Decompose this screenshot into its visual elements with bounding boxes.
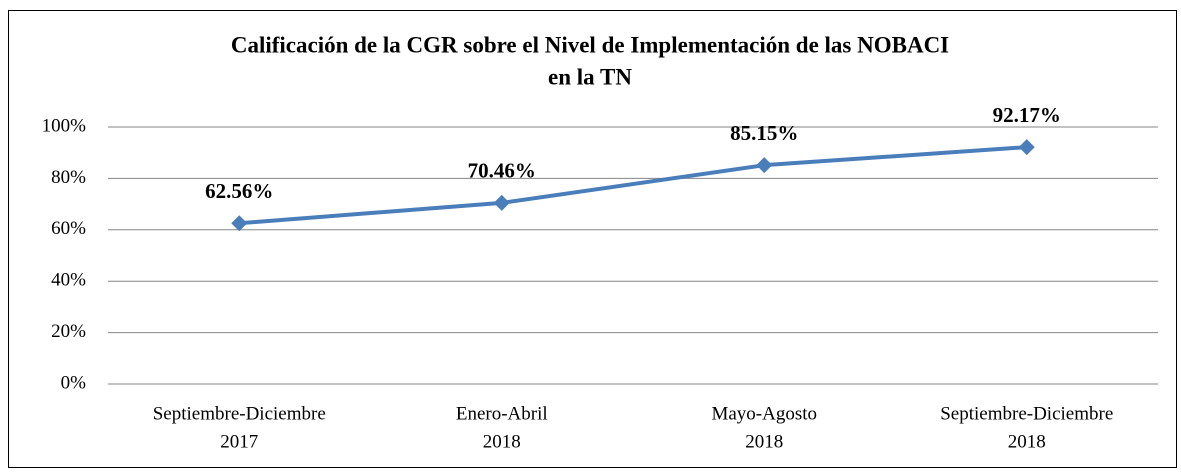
point-marker [756, 157, 773, 174]
data-label: 92.17% [993, 103, 1061, 127]
y-tick-label: 0% [61, 372, 87, 393]
chart-border [8, 10, 1177, 468]
y-tick-label: 80% [51, 167, 86, 188]
y-tick-label: 60% [51, 218, 86, 239]
y-tick-label: 100% [42, 115, 87, 136]
x-tick-label: Septiembre-Diciembre [153, 403, 326, 424]
y-tick-label: 20% [51, 321, 86, 342]
point-marker [493, 194, 510, 211]
point-marker [231, 215, 248, 232]
x-tick-label: Septiembre-Diciembre [940, 403, 1113, 424]
data-label: 85.15% [730, 121, 798, 145]
data-label: 62.56% [205, 179, 273, 203]
x-tick-label: 2018 [745, 431, 783, 452]
chart-title: en la TN [548, 64, 632, 89]
x-tick-label: 2018 [483, 431, 521, 452]
x-tick-label: 2018 [1008, 431, 1046, 452]
x-tick-label: Enero-Abril [456, 403, 548, 424]
x-tick-label: 2017 [220, 431, 258, 452]
chart-title: Calificación de la CGR sobre el Nivel de… [231, 32, 949, 57]
line-series [239, 145, 1027, 226]
y-tick-label: 40% [51, 270, 86, 291]
x-tick-label: Mayo-Agosto [711, 403, 817, 424]
point-marker [1018, 139, 1035, 156]
data-label: 70.46% [468, 159, 536, 183]
